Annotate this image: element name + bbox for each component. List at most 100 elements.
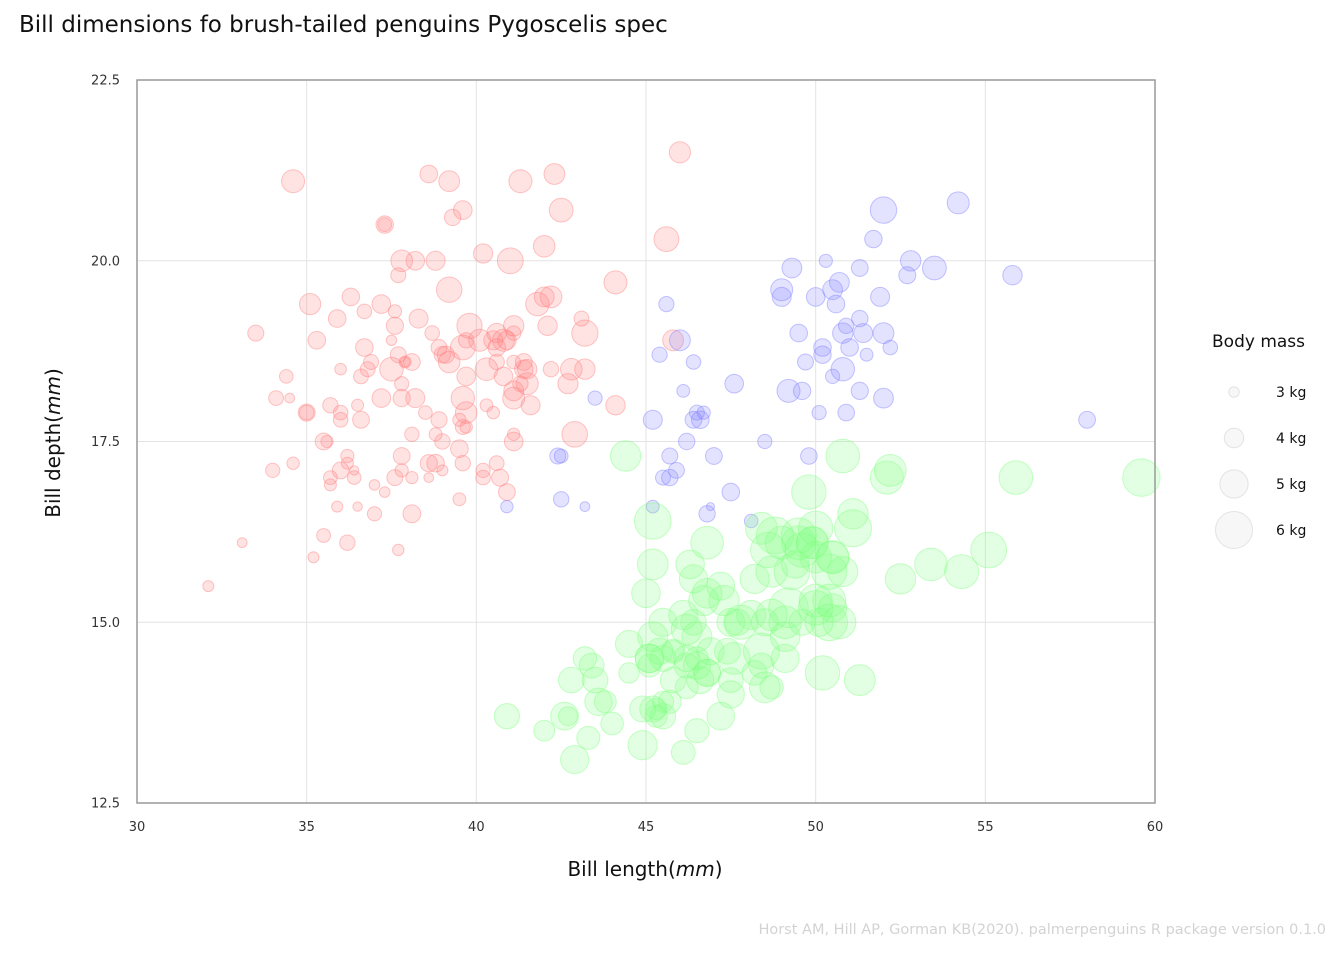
data-point [914, 547, 948, 582]
data-point [394, 463, 409, 478]
data-point [970, 531, 1008, 569]
data-point [660, 638, 686, 664]
data-point [474, 357, 499, 382]
data-point [403, 353, 421, 371]
data-point [673, 644, 701, 673]
data-point [724, 373, 745, 394]
data-point [764, 525, 799, 560]
data-point [418, 405, 433, 420]
data-point [553, 491, 570, 508]
data-point [627, 730, 658, 761]
data-point [645, 499, 660, 514]
data-point [573, 310, 590, 327]
legend-size-symbol [1215, 511, 1253, 549]
data-point [399, 356, 411, 368]
data-point [698, 505, 716, 523]
data-point [813, 338, 832, 357]
data-point [1122, 458, 1161, 497]
data-point [741, 660, 768, 686]
data-point [800, 447, 818, 465]
legend-size-symbol [1228, 386, 1240, 398]
data-point [804, 655, 841, 691]
data-point [449, 334, 476, 361]
x-axis-label: Bill length [567, 857, 668, 881]
data-point [784, 532, 820, 568]
data-point [645, 697, 668, 721]
data-point [349, 465, 360, 476]
data-point [634, 502, 672, 540]
data-point [670, 740, 696, 765]
data-point [661, 447, 679, 465]
data-point [268, 390, 285, 407]
data-point [514, 353, 533, 371]
data-point [748, 671, 781, 704]
data-point [637, 653, 662, 678]
data-point [558, 706, 578, 727]
data-point [454, 401, 478, 424]
data-point [723, 604, 759, 640]
data-point [355, 338, 374, 357]
data-point [488, 353, 505, 371]
data-point [392, 389, 411, 408]
data-point [387, 304, 402, 319]
data-point [377, 217, 393, 233]
data-point [843, 664, 876, 696]
data-point [331, 461, 350, 480]
data-point [615, 629, 643, 658]
data-point [497, 330, 517, 351]
data-point [405, 471, 419, 485]
data-point [636, 548, 669, 581]
data-point [419, 164, 439, 184]
data-point [525, 291, 550, 317]
data-point [675, 549, 705, 580]
data-point [662, 329, 684, 352]
data-point [503, 380, 525, 402]
data-point [334, 362, 347, 376]
data-point [797, 353, 814, 371]
data-point [776, 378, 801, 403]
y-tick-label: 22.5 [91, 74, 120, 89]
data-point [299, 293, 322, 316]
data-point [456, 366, 477, 387]
data-point [433, 346, 452, 364]
data-point [366, 506, 383, 522]
data-point [332, 412, 349, 428]
data-point [826, 294, 846, 314]
data-point [512, 375, 529, 392]
data-point [503, 315, 525, 337]
data-point [706, 701, 736, 731]
data-point [771, 286, 792, 307]
data-point [716, 607, 746, 637]
data-point [572, 646, 598, 671]
y-axis-title: Bill depth(mm) [41, 368, 65, 518]
data-point [279, 369, 294, 384]
data-point [850, 259, 869, 277]
data-point [864, 229, 883, 249]
legend-size-label: 5 kg [1276, 477, 1306, 493]
data-point [390, 249, 414, 273]
data-point [815, 540, 850, 575]
data-point [657, 689, 682, 714]
data-point [454, 419, 471, 435]
data-point [795, 526, 829, 560]
data-point [603, 270, 628, 295]
data-point [714, 637, 741, 665]
data-point [678, 564, 709, 594]
data-point [649, 644, 677, 672]
data-point [688, 585, 720, 617]
data-point [496, 247, 524, 275]
data-point [651, 346, 668, 363]
data-point [662, 640, 685, 663]
data-point [748, 652, 775, 679]
data-point [750, 608, 779, 637]
data-point [655, 469, 671, 486]
data-point [898, 266, 917, 285]
data-point [830, 357, 855, 382]
data-point [340, 448, 355, 464]
data-point [402, 504, 422, 524]
data-point [693, 658, 722, 687]
data-point [818, 253, 833, 268]
data-point [394, 376, 410, 392]
data-point [840, 338, 859, 357]
